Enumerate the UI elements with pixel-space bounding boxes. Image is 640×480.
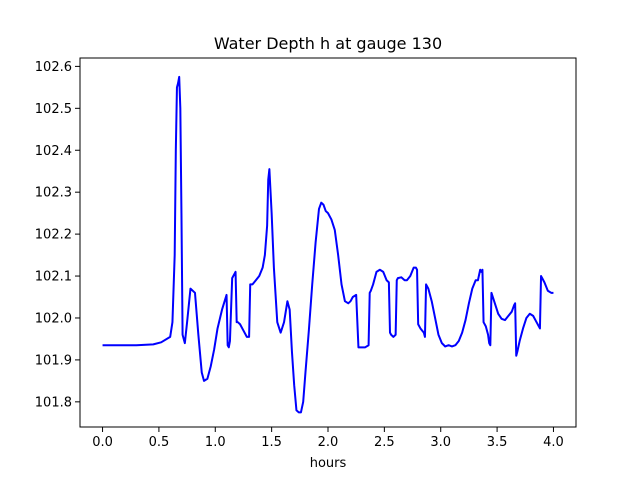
x-tick-label: 0.5 — [149, 435, 170, 450]
x-tick-label: 3.5 — [487, 435, 508, 450]
y-tick-label: 102.4 — [35, 144, 72, 159]
y-tick-label: 102.0 — [35, 311, 72, 326]
y-tick-label: 102.2 — [35, 228, 72, 243]
y-tick-label: 102.1 — [35, 270, 72, 285]
x-tick-label: 1.0 — [205, 435, 226, 450]
y-tick-label: 102.6 — [35, 60, 72, 75]
x-axis-ticks: 0.0 0.5 1.0 1.5 2.0 2.5 3.0 3.5 4.0 — [92, 427, 564, 450]
series-line-0 — [102, 75, 554, 414]
x-tick-label: 1.5 — [261, 435, 282, 450]
chart-title: Water Depth h at gauge 130 — [214, 34, 442, 53]
x-tick-label: 0.0 — [92, 435, 113, 450]
x-tick-label: 3.0 — [430, 435, 451, 450]
x-axis-label: hours — [310, 456, 347, 471]
y-tick-label: 102.5 — [35, 102, 72, 117]
x-tick-label: 4.0 — [543, 435, 564, 450]
x-tick-label: 2.5 — [374, 435, 395, 450]
x-tick-label: 2.0 — [318, 435, 339, 450]
y-tick-label: 101.8 — [35, 395, 72, 410]
plot-area — [102, 75, 554, 414]
y-tick-label: 102.3 — [35, 186, 72, 201]
axes-frame — [79, 57, 577, 428]
y-tick-label: 101.9 — [35, 353, 72, 368]
y-axis-ticks: 101.8 101.9 102.0 102.1 102.2 102.3 102.4 102.5… — [35, 60, 80, 410]
